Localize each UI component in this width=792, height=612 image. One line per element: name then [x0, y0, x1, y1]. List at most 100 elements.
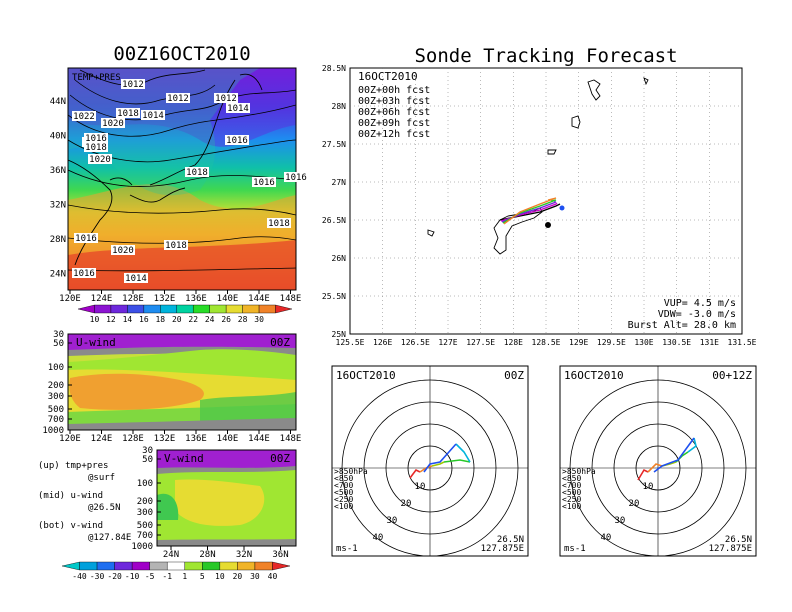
lat-tick-label: 27N [332, 178, 347, 187]
colorbar-swatch [94, 304, 112, 314]
sonde-track [503, 197, 557, 225]
colorbar-swatch [272, 561, 291, 571]
colorbar-swatch [131, 561, 150, 571]
note-line: (mid) u-wind [38, 491, 103, 501]
lat-tick-label: 25.5N [322, 292, 346, 301]
colorbar-label: 30 [254, 315, 264, 324]
isobar-label-bg [74, 233, 98, 243]
level-legend: >850hPa [562, 467, 596, 476]
lat-tick-label: 32N [236, 550, 252, 560]
isobar-label-bg [226, 103, 250, 113]
level-tick-label: 500 [137, 521, 153, 531]
level-legend: <250 [562, 495, 581, 504]
lat-tick-label: 25N [332, 330, 347, 339]
isobar-label: 1014 [125, 274, 147, 284]
island-3 [571, 115, 581, 129]
lon-tick-label: 144E [248, 294, 270, 304]
burst-text: Burst Alt= 28.0 km [628, 320, 736, 331]
level-tick-label: 100 [48, 363, 64, 373]
lat-tick-label: 28N [50, 235, 66, 245]
colorbar-swatch [209, 304, 227, 314]
isobar-label-bg [141, 110, 165, 120]
lon-tick-label: 132E [154, 434, 176, 444]
ring-label: 30 [615, 516, 626, 526]
legend-entry: 00Z+09h fcst [358, 118, 430, 129]
colorbar-label: 20 [172, 315, 182, 324]
isobar-label-bg [166, 93, 190, 103]
isobar-label-bg [252, 177, 276, 187]
lon-tick-label: 128E [122, 434, 144, 444]
isobar-label: 1014 [227, 104, 249, 114]
ring-label: 20 [401, 499, 412, 509]
lat-tick-label: 40N [50, 132, 66, 142]
level-tick-label: 1000 [131, 542, 153, 552]
isobar-label-bg [185, 167, 209, 177]
isobar-label: 1022 [73, 112, 95, 122]
level-tick-label: 200 [48, 381, 64, 391]
note-sub: @127.84E [88, 533, 131, 543]
lon-tick-label: 124E [91, 294, 113, 304]
isobar-label: 1012 [167, 94, 189, 104]
lon-tick-label: 136E [185, 294, 207, 304]
lon-tick-label: 120E [59, 294, 81, 304]
hodo-time: 00Z [504, 369, 524, 382]
isobar-label: 1016 [253, 178, 275, 188]
level-legend: <700 [334, 481, 353, 490]
level-legend: <500 [562, 488, 581, 497]
uwind-label: U-wind [76, 336, 116, 349]
isobar-label: 1016 [73, 269, 95, 279]
colorbar-label: -40 [72, 572, 87, 581]
island-1 [587, 79, 601, 101]
colorbar-swatch [237, 561, 256, 571]
lon-tick-label: 140E [217, 434, 239, 444]
colorbar-swatch [96, 561, 115, 571]
colorbar-label: 30 [250, 572, 260, 581]
colorbar-label: 12 [106, 315, 116, 324]
legend-entry: 00Z+00h fcst [358, 85, 430, 96]
level-tick-label: 30 [142, 446, 153, 456]
lat-tick-label: 24N [50, 270, 66, 280]
lon-tick-label: 144E [248, 434, 270, 444]
colorbar-swatch [79, 561, 98, 571]
colorbar-label: -1 [162, 572, 172, 581]
colorbar-label: 22 [188, 315, 198, 324]
lon-tick-label: 126E [373, 338, 392, 347]
lon-tick-label: 148E [280, 294, 302, 304]
lon-tick-label: 140E [217, 294, 239, 304]
hodo-lon: 127.875E [481, 544, 524, 554]
colorbar-label: 26 [221, 315, 231, 324]
colorbar-label: 40 [268, 572, 278, 581]
legend-entry: 00Z+12h fcst [358, 129, 430, 140]
island-2 [643, 77, 649, 86]
isobar-label-bg [124, 273, 148, 283]
hodograph-trace [637, 468, 649, 481]
level-legend: <100 [334, 502, 353, 511]
colorbar-label: 16 [139, 315, 149, 324]
legend-entry: 00Z+06h fcst [358, 107, 430, 118]
lon-tick-label: 127.5E [466, 338, 495, 347]
level-tick-label: 500 [48, 405, 64, 415]
hodo-lat: 26.5N [725, 535, 752, 545]
colorbar-label: 24 [205, 315, 215, 324]
hodo-time: 00+12Z [712, 369, 752, 382]
level-tick-label: 700 [48, 415, 64, 425]
ring-label: 40 [372, 533, 383, 543]
colorbar-label: 28 [238, 315, 248, 324]
isobar-label-bg [101, 118, 125, 128]
lat-tick-label: 36N [50, 166, 66, 176]
right-title: Sonde Tracking Forecast [414, 45, 677, 67]
left-title: 00Z16OCT2010 [113, 43, 250, 65]
colorbar-swatch [127, 304, 145, 314]
colorbar-swatch [149, 561, 168, 571]
level-tick-label: 50 [142, 455, 153, 465]
colorbar-swatch [219, 561, 238, 571]
isobar-label: 1016 [75, 234, 97, 244]
hodo-lon: 127.875E [709, 544, 752, 554]
hodo-date: 16OCT2010 [564, 369, 624, 382]
level-legend: <850 [334, 474, 353, 483]
island-4 [547, 149, 557, 155]
colorbar-label: 10 [215, 572, 225, 581]
lon-tick-label: 128.5E [532, 338, 561, 347]
ring-label: 40 [600, 533, 611, 543]
